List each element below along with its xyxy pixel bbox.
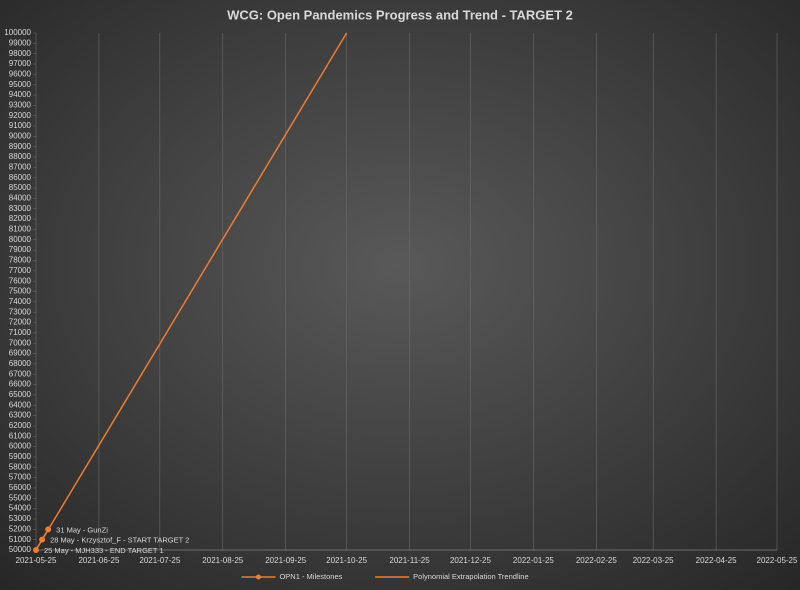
y-tick-label: 96000 <box>9 69 32 78</box>
y-tick-label: 85000 <box>9 183 32 192</box>
data-label: 31 May - GunZi <box>56 525 108 534</box>
y-tick-label: 99000 <box>9 38 32 47</box>
x-tick-label: 2022-02-25 <box>576 556 617 565</box>
y-tick-label: 65000 <box>9 390 32 399</box>
y-tick-label: 59000 <box>9 452 32 461</box>
x-tick-label: 2022-03-25 <box>633 556 674 565</box>
y-tick-label: 74000 <box>9 297 32 306</box>
y-tick-label: 56000 <box>9 483 32 492</box>
y-tick-label: 77000 <box>9 266 32 275</box>
y-tick-label: 91000 <box>9 121 32 130</box>
y-tick-label: 57000 <box>9 473 32 482</box>
y-tick-label: 88000 <box>9 152 32 161</box>
data-label: 28 May - Krzysztof_F - START TARGET 2 <box>50 536 189 545</box>
y-tick-label: 75000 <box>9 287 32 296</box>
x-tick-label: 2022-01-25 <box>513 556 554 565</box>
y-tick-label: 80000 <box>9 235 32 244</box>
y-tick-label: 98000 <box>9 49 32 58</box>
legend-label: OPN1 - Milestones <box>279 572 342 581</box>
y-tick-label: 61000 <box>9 431 32 440</box>
y-tick-label: 84000 <box>9 194 32 203</box>
x-tick-label: 2021-10-25 <box>326 556 367 565</box>
y-tick-label: 70000 <box>9 338 32 347</box>
y-tick-label: 64000 <box>9 400 32 409</box>
y-tick-label: 69000 <box>9 349 32 358</box>
y-tick-label: 71000 <box>9 328 32 337</box>
y-tick-label: 100000 <box>4 28 31 37</box>
x-tick-label: 2021-11-25 <box>389 556 430 565</box>
x-tick-label: 2021-12-25 <box>450 556 491 565</box>
y-tick-label: 51000 <box>9 535 32 544</box>
y-tick-label: 73000 <box>9 307 32 316</box>
data-label: 25 May - MJH333 - END TARGET 1 <box>44 546 164 555</box>
y-tick-label: 66000 <box>9 380 32 389</box>
y-tick-label: 90000 <box>9 132 32 141</box>
y-tick-label: 81000 <box>9 225 32 234</box>
legend-label: Polynomial Extrapolation Trendline <box>413 572 528 581</box>
y-tick-label: 62000 <box>9 421 32 430</box>
y-tick-label: 67000 <box>9 369 32 378</box>
x-tick-label: 2021-08-25 <box>202 556 243 565</box>
chart-title: WCG: Open Pandemics Progress and Trend -… <box>227 7 573 22</box>
y-tick-label: 52000 <box>9 524 32 533</box>
y-tick-label: 53000 <box>9 514 32 523</box>
y-tick-label: 63000 <box>9 411 32 420</box>
x-tick-label: 2021-05-25 <box>16 556 57 565</box>
y-tick-label: 87000 <box>9 163 32 172</box>
y-tick-label: 89000 <box>9 142 32 151</box>
x-tick-label: 2021-06-25 <box>78 556 119 565</box>
legend-marker <box>255 574 261 580</box>
y-tick-label: 76000 <box>9 276 32 285</box>
y-tick-label: 55000 <box>9 493 32 502</box>
x-tick-label: 2021-07-25 <box>139 556 180 565</box>
x-tick-label: 2022-05-25 <box>757 556 798 565</box>
y-tick-label: 97000 <box>9 59 32 68</box>
y-tick-label: 95000 <box>9 80 32 89</box>
y-tick-label: 58000 <box>9 462 32 471</box>
y-tick-label: 79000 <box>9 245 32 254</box>
y-tick-label: 92000 <box>9 111 32 120</box>
y-tick-label: 50000 <box>9 545 32 554</box>
x-tick-label: 2021-09-25 <box>265 556 306 565</box>
y-tick-label: 82000 <box>9 214 32 223</box>
y-tick-label: 93000 <box>9 100 32 109</box>
y-tick-label: 54000 <box>9 504 32 513</box>
series-line <box>35 32 348 551</box>
y-tick-label: 83000 <box>9 204 32 213</box>
y-tick-label: 68000 <box>9 359 32 368</box>
y-tick-label: 60000 <box>9 442 32 451</box>
y-tick-label: 94000 <box>9 90 32 99</box>
y-tick-label: 78000 <box>9 256 32 265</box>
x-tick-label: 2022-04-25 <box>696 556 737 565</box>
y-tick-label: 86000 <box>9 173 32 182</box>
y-tick-label: 72000 <box>9 318 32 327</box>
